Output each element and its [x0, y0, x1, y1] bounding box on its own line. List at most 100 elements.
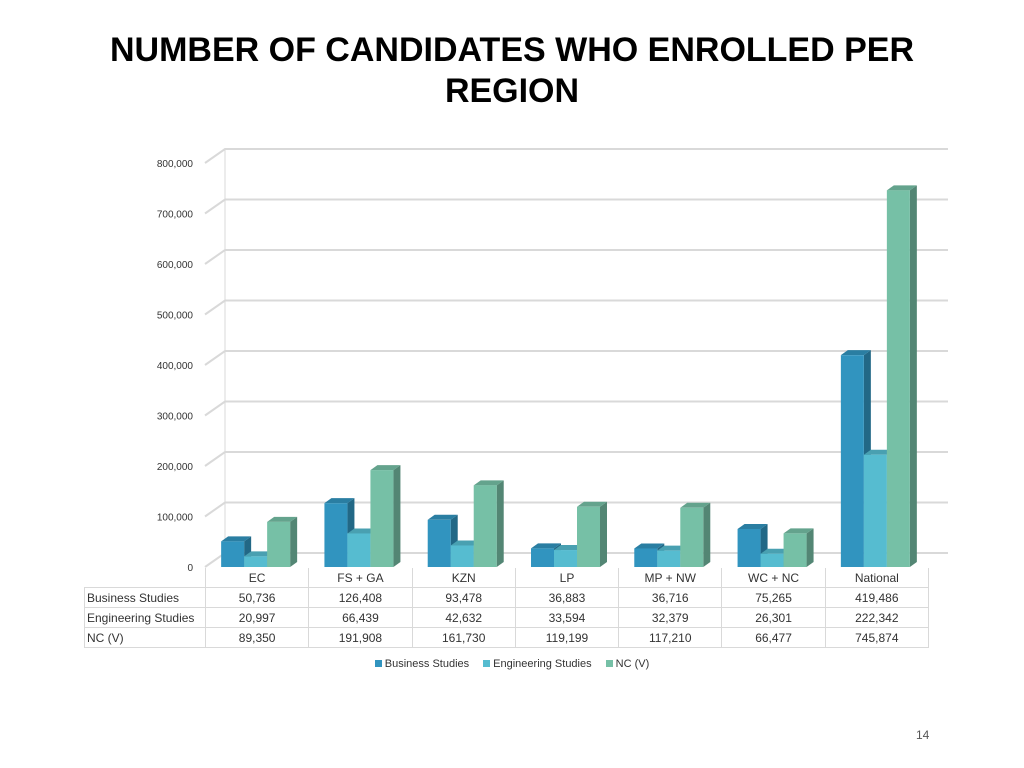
bar [267, 516, 298, 567]
bar-front [370, 470, 394, 567]
gridline [204, 501, 948, 518]
x-tick-label: WC + NC [721, 568, 826, 588]
table-row: NC (V) 89,350 191,908 161,730 119,199 117,210… [84, 627, 929, 648]
data-label: 36,716 [618, 587, 723, 608]
legend: Business Studies Engineering Studies NC (V… [0, 658, 1024, 670]
table-corner [85, 568, 206, 588]
bar-front [680, 507, 704, 567]
data-label: 26,301 [721, 607, 826, 628]
bar-front [783, 533, 807, 567]
x-tick-label: National [824, 568, 929, 588]
y-tick-label: 0 [187, 563, 193, 574]
x-tick-label: KZN [411, 568, 516, 588]
bar-front [450, 545, 474, 567]
bar-top [473, 480, 504, 486]
bar-front [427, 519, 451, 567]
bar-top [554, 545, 584, 551]
bar-top [634, 543, 665, 549]
bar-front [840, 355, 864, 567]
bar-top [450, 540, 481, 546]
x-tick-label: EC [204, 568, 310, 588]
gridline [204, 451, 948, 467]
bar [886, 185, 917, 568]
bar-front [886, 190, 910, 568]
data-label: 50,736 [204, 587, 310, 608]
bar-top [760, 548, 791, 554]
bar-side [290, 516, 298, 567]
bar-top [737, 523, 768, 529]
data-label: 42,632 [411, 607, 516, 628]
legend-item: NC (V) [605, 658, 650, 670]
bar-top [783, 528, 814, 534]
bar-side [393, 465, 401, 567]
bar-side [909, 185, 917, 568]
x-tick-label: FS + GA [308, 568, 413, 588]
data-label: 161,730 [411, 627, 516, 648]
legend-item: Engineering Studies [483, 658, 592, 670]
gridline [204, 400, 948, 417]
data-label: 32,379 [618, 607, 723, 628]
bar-top [840, 350, 871, 356]
bar [427, 514, 458, 567]
bar-top [221, 536, 252, 542]
bar [370, 465, 401, 567]
gridline [204, 198, 948, 215]
table-row: Business Studies 50,736 126,408 93,478 36,88… [84, 587, 929, 608]
bars [221, 185, 917, 568]
data-label: 93,478 [411, 587, 516, 608]
data-label: 75,265 [721, 587, 826, 608]
data-label: 419,486 [824, 587, 929, 608]
bar-top [324, 498, 355, 504]
gridline [204, 299, 948, 316]
bar-front [863, 454, 887, 567]
x-tick-label: LP [514, 568, 620, 588]
legend-label: Engineering Studies [493, 658, 592, 670]
data-label: 89,350 [204, 627, 310, 648]
bar-front [554, 550, 577, 567]
x-tick-label: MP + NW [618, 568, 723, 588]
series-name: Business Studies [84, 587, 206, 608]
legend-swatch [483, 660, 491, 667]
bar-top [531, 543, 561, 549]
y-tick-label: 600,000 [157, 260, 194, 271]
bar-front [267, 521, 291, 567]
legend-label: NC (V) [615, 658, 650, 670]
legend-label: Business Studies [384, 658, 470, 670]
page-title: NUMBER OF CANDIDATES WHO ENROLLED PER RE… [109, 31, 915, 110]
bar-front [634, 548, 658, 567]
data-label: 191,908 [308, 627, 413, 648]
bar [680, 502, 711, 567]
bar-front [347, 533, 371, 567]
bar-top [577, 501, 607, 507]
bar-front [737, 528, 761, 567]
gridlines [204, 148, 948, 568]
bar-top [370, 465, 401, 471]
bar [473, 480, 504, 567]
data-label: 66,477 [721, 627, 826, 648]
bar-top [657, 545, 688, 551]
bar-front [221, 541, 245, 567]
legend-swatch [605, 660, 613, 667]
bar-side [496, 480, 504, 567]
legend-swatch [374, 660, 382, 667]
data-label: 33,594 [514, 607, 620, 628]
y-tick-label: 200,000 [157, 462, 194, 473]
y-tick-label: 400,000 [157, 361, 194, 372]
gridline [204, 148, 948, 164]
y-tick-label: 100,000 [157, 513, 194, 524]
bar-front [577, 506, 600, 567]
legend-item: Business Studies [374, 658, 470, 670]
bar-top [244, 551, 275, 557]
bar-top [347, 528, 378, 534]
gridline [204, 350, 948, 366]
bar-top [863, 449, 894, 455]
bar-side [600, 501, 607, 567]
y-tick-label: 500,000 [157, 311, 194, 322]
bar-front [324, 503, 348, 567]
bar-top [680, 502, 711, 508]
bar-top [267, 516, 298, 522]
gridline [204, 249, 948, 265]
data-label: 222,342 [824, 607, 929, 628]
y-tick-label: 800,000 [157, 159, 194, 170]
bar [783, 528, 814, 567]
